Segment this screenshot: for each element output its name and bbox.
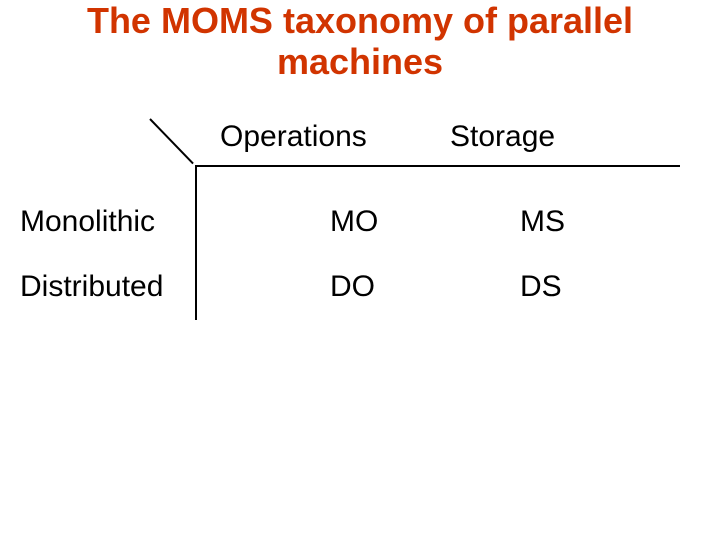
table-vline: [195, 165, 197, 320]
table-corner-diagonal: [149, 118, 194, 164]
table-hline: [195, 165, 680, 167]
col-header-operations: Operations: [220, 120, 367, 154]
cell-mo: MO: [330, 205, 378, 239]
col-header-storage: Storage: [450, 120, 555, 154]
row-header-monolithic: Monolithic: [20, 205, 155, 239]
row-header-distributed: Distributed: [20, 270, 163, 304]
slide-title: The MOMS taxonomy of parallel machines: [0, 0, 720, 83]
cell-do: DO: [330, 270, 375, 304]
cell-ms: MS: [520, 205, 565, 239]
moms-table: Operations Storage Monolithic Distribute…: [20, 110, 700, 370]
cell-ds: DS: [520, 270, 562, 304]
